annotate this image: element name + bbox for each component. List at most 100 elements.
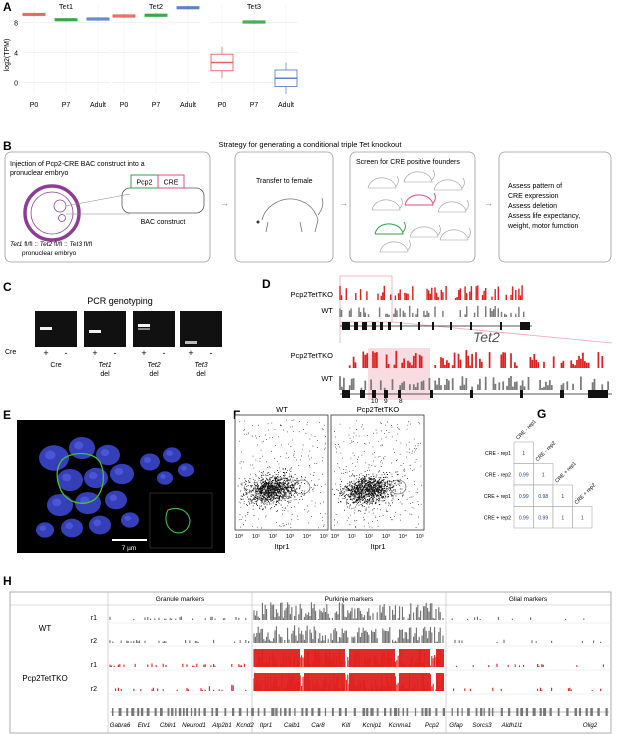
- h-saturated-block: [349, 673, 395, 691]
- g-cell-value: 0.99: [538, 515, 548, 521]
- a-xtick-label: Adult: [180, 102, 196, 109]
- flow-plot-frame: [330, 414, 425, 531]
- mouse-icon: [437, 199, 469, 213]
- plus-label: +: [188, 348, 193, 358]
- event-dots: [332, 420, 422, 529]
- flow-plot-title: Pcp2TetTKO: [357, 405, 400, 414]
- gene-label: Calb1: [284, 722, 300, 729]
- cre-box: [157, 174, 185, 189]
- embryo-genotype: Tet1 fl/fl :: Tet2 fl/fl :: Tet3 fl/fl: [10, 241, 93, 248]
- f-xtick-label: 10³: [382, 534, 390, 540]
- gene-label: Cbln1: [160, 722, 176, 729]
- f-xtick-label: 10⁰: [235, 533, 244, 540]
- exon-block: [398, 390, 401, 398]
- gene-label: Kcnma1: [389, 722, 412, 729]
- a-xtick-label: Adult: [90, 102, 106, 109]
- h-saturated-block: [254, 649, 300, 667]
- group-purkinje: Purkinje markers: [325, 596, 375, 603]
- step3-text: Screen for CRE positive founders: [356, 159, 460, 166]
- a-xtick-label: Adult: [278, 102, 294, 109]
- g-col-label: CRE - rep2: [535, 440, 558, 463]
- gene-annotations: Gabra6 Etv1 Cbln1 Neurod1 Atp2b1 Kcnd2 Itpr1 Ca…: [110, 708, 609, 729]
- exon-block: [362, 322, 367, 330]
- gene-label: Pcp2: [425, 722, 440, 729]
- panel-h: H Granule markers Purkinje markers Glial…: [3, 574, 612, 734]
- h-saturated-block: [399, 673, 430, 691]
- g-cell-value: 1: [522, 451, 525, 457]
- gene-label: Etv1: [138, 722, 150, 729]
- arrow-1: →: [220, 198, 229, 208]
- step4-box: [498, 151, 612, 263]
- exon-block: [380, 322, 383, 330]
- g-cell-value: 1: [561, 515, 564, 521]
- g-row-label: CRE + rep1: [484, 494, 511, 500]
- gel-band: [89, 330, 101, 333]
- bac-label: BAC construct: [141, 219, 186, 226]
- panel-b: B Strategy for generating a conditional …: [3, 139, 612, 263]
- exon-block: [588, 390, 608, 398]
- g-col-label: CRE + rep2: [574, 482, 598, 506]
- h-saturated-block: [399, 649, 430, 667]
- track-label-wt-top: WT: [321, 306, 333, 315]
- purkinje-membrane-stain: [56, 452, 105, 504]
- a-xtick-label: P0: [218, 102, 227, 109]
- flow-plot-xlabel: Itpr1: [370, 542, 385, 551]
- gene-label: Kitl: [342, 722, 351, 729]
- a-xtick-label: P7: [250, 102, 259, 109]
- inset-membrane-stain: [165, 507, 191, 534]
- panel-d-letter: D: [262, 277, 271, 291]
- lane-sublabel: del: [149, 371, 159, 378]
- g-row-label: CRE - rep1: [485, 451, 511, 457]
- exon-block: [354, 322, 358, 330]
- minus-label: -: [114, 348, 117, 358]
- panel-g: G CRE - rep1 1 CRE - rep2 0.99 1 CRE + rep1 0.…: [484, 407, 598, 529]
- a-ytick-label: 4: [14, 50, 18, 57]
- coverage-bars: [339, 285, 523, 300]
- mouse-icon: [404, 192, 436, 206]
- exon-10: 10: [371, 398, 379, 405]
- plus-label: +: [92, 348, 97, 358]
- lane-label: Tet3: [194, 362, 207, 369]
- gene-label: Kcnd2: [236, 722, 254, 729]
- coverage-bars: [348, 350, 604, 368]
- mouse-icon: [371, 197, 403, 211]
- mouse-icon: [374, 221, 406, 235]
- exon-block: [430, 390, 433, 398]
- h-saturated-block: [436, 673, 444, 691]
- track-label-ko-top: Pcp2TetTKO: [290, 290, 333, 299]
- panel-e-letter: E: [3, 408, 11, 422]
- exon-block: [470, 322, 472, 330]
- exon-block: [560, 390, 564, 398]
- rnaseq-tracks: [108, 602, 611, 695]
- panel-c-title: PCR genotyping: [87, 296, 153, 306]
- gel-3: + -Tet2 del: [133, 311, 175, 378]
- gene-label: Kcnip1: [363, 722, 382, 729]
- gate: [293, 479, 311, 495]
- step4-text: Assess pattern of CRE expression Assess …: [507, 183, 582, 230]
- plus-label: +: [141, 348, 146, 358]
- g-cell-value: 0.99: [519, 494, 529, 500]
- h-saturated-block: [304, 673, 345, 691]
- f-xtick-label: 10⁴: [303, 533, 312, 540]
- track-label-ko-bottom: Pcp2TetTKO: [290, 351, 333, 360]
- panel-b-title: Strategy for generating a conditional tr…: [219, 140, 403, 149]
- g-row-label: CRE - rep2: [485, 472, 511, 478]
- exon-block: [388, 322, 391, 330]
- panel-a-yticks: 0 4 8: [14, 20, 18, 87]
- minus-label: -: [210, 348, 213, 358]
- lane-label: Tet2: [147, 362, 160, 369]
- h-saturated-block: [349, 649, 395, 667]
- flow-plot-1: WT 10⁰ 10¹ 10² 10³ 10⁴ 10⁵ Itpr1: [234, 405, 329, 551]
- gene-label: Neurod1: [182, 722, 206, 729]
- lane-label: Tet1: [98, 362, 111, 369]
- gel-band: [185, 341, 197, 344]
- coverage-tracks: [339, 285, 612, 398]
- lane-sublabel: del: [100, 371, 110, 378]
- f-xtick-label: 10⁵: [320, 533, 328, 540]
- gel-2: + -Tet1 del: [84, 311, 126, 378]
- h-coverage-bars: [109, 602, 585, 620]
- rep-wt-r2: r2: [91, 638, 97, 645]
- flow-plot-frame: [234, 414, 329, 531]
